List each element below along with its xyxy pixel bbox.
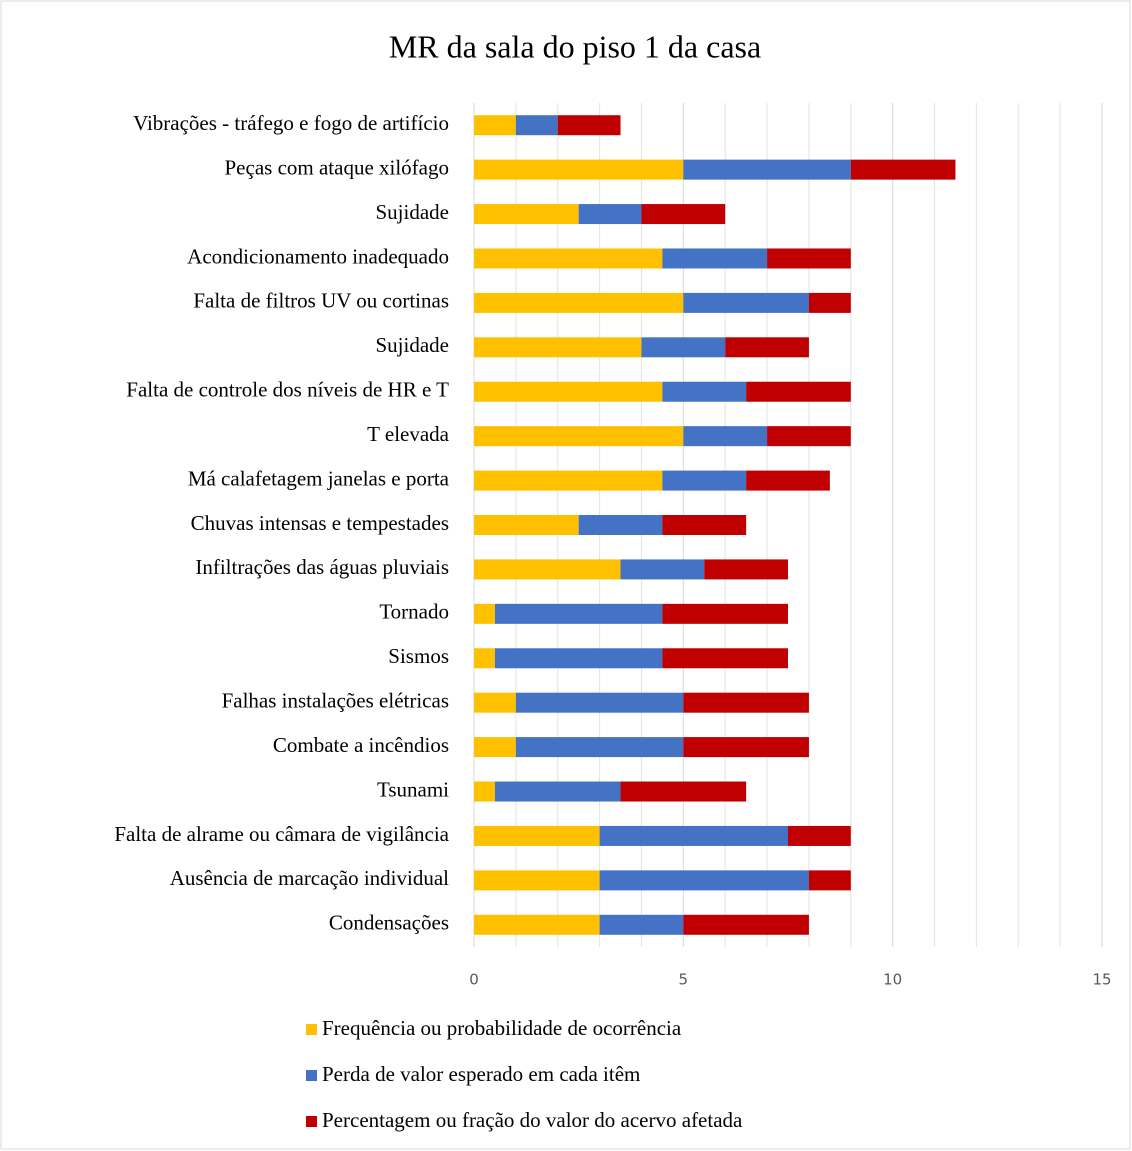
y-tick-label: Combate a incêndios <box>273 733 449 757</box>
bar-segment <box>599 870 809 891</box>
bar-segment <box>620 559 705 580</box>
legend-label: Percentagem ou fração do valor do acervo… <box>322 1108 743 1132</box>
bar-segment <box>474 603 495 624</box>
y-tick-label: Sismos <box>388 644 449 668</box>
y-tick-label: Peças com ataque xilófago <box>225 155 450 179</box>
bar-segment <box>474 781 495 802</box>
y-tick-label: Sujidade <box>376 200 450 224</box>
legend-swatch <box>306 1116 317 1127</box>
legend-label: Frequência ou probabilidade de ocorrênci… <box>322 1016 682 1040</box>
x-tick-label: 15 <box>1092 971 1111 989</box>
bar-segment <box>662 515 747 535</box>
bar-segment <box>474 248 663 269</box>
bar-segment <box>474 337 642 358</box>
bar-segment <box>683 692 809 713</box>
bar-segment <box>474 737 516 758</box>
bar-segment <box>474 825 600 846</box>
bar-segment <box>704 559 788 580</box>
bar-segment <box>767 248 851 269</box>
bar-segment <box>494 781 621 802</box>
bar-segment <box>746 381 851 402</box>
bar-segment <box>474 692 516 713</box>
bar-segment <box>474 426 684 447</box>
bar-segment <box>474 515 579 535</box>
bar-segment <box>662 470 747 491</box>
bar-segment <box>808 870 851 891</box>
y-tick-label: Condensações <box>329 911 449 935</box>
bar-segment <box>641 337 726 358</box>
bar-segment <box>662 248 768 269</box>
bar-segment <box>850 159 956 180</box>
y-tick-label: Tsunami <box>377 777 449 801</box>
bar-segment <box>578 204 642 225</box>
bar-segment <box>662 381 747 402</box>
y-tick-label: Falhas instalações elétricas <box>222 688 449 712</box>
y-tick-label: Sujidade <box>376 333 450 357</box>
bar-segment <box>683 426 768 447</box>
bar-segment <box>474 292 684 313</box>
bar-segment <box>494 648 663 669</box>
y-tick-label: Má calafetagem janelas e porta <box>188 466 450 490</box>
bar-segment <box>515 737 684 758</box>
y-tick-label: Tornado <box>379 600 449 624</box>
bar-segment <box>662 603 788 624</box>
x-tick-label: 5 <box>679 971 689 989</box>
bar-segment <box>662 648 788 669</box>
bar-segment <box>474 648 495 669</box>
y-tick-label: Falta de filtros UV ou cortinas <box>193 289 449 313</box>
bar-segment <box>474 115 516 136</box>
bar-segment <box>474 159 684 180</box>
y-tick-label: Falta de alrame ou câmara de vigilância <box>114 822 449 846</box>
bar-segment <box>767 426 851 447</box>
bar-segment <box>515 115 558 136</box>
y-tick-label: Falta de controle dos níveis de HR e T <box>126 378 449 402</box>
bar-segment <box>788 825 851 846</box>
y-tick-label: Acondicionamento inadequado <box>187 244 449 268</box>
bar-segment <box>494 603 663 624</box>
bar-segment <box>578 515 663 535</box>
bar-segment <box>474 870 600 891</box>
bar-segment <box>474 559 621 580</box>
bar-segment <box>620 781 747 802</box>
legend-label: Perda de valor esperado em cada itêm <box>322 1062 640 1086</box>
y-tick-label: Ausência de marcação individual <box>170 866 449 890</box>
bar-segment <box>683 159 851 180</box>
bar-segment <box>557 115 621 136</box>
bar-segment <box>474 381 663 402</box>
y-tick-label: T elevada <box>367 422 449 446</box>
bar-segment <box>683 914 809 935</box>
bar-segment <box>474 914 600 935</box>
legend-swatch <box>306 1070 317 1081</box>
bar-segment <box>599 825 788 846</box>
bar-segment <box>474 470 663 491</box>
bar-segment <box>683 292 809 313</box>
bar-segment <box>599 914 684 935</box>
bar-segment <box>725 337 809 358</box>
chart-title: MR da sala do piso 1 da casa <box>389 28 761 64</box>
y-tick-label: Chuvas intensas e tempestades <box>191 511 449 535</box>
y-tick-label: Infiltrações das águas pluviais <box>195 555 449 579</box>
bar-segment <box>683 737 809 758</box>
bar-segment <box>515 692 684 713</box>
y-tick-label: Vibrações - tráfego e fogo de artifício <box>133 111 449 135</box>
bar-segment <box>746 470 830 491</box>
bar-segment <box>808 292 851 313</box>
legend-swatch <box>306 1024 317 1035</box>
x-tick-label: 0 <box>469 971 479 989</box>
x-tick-label: 10 <box>883 971 902 989</box>
bar-segment <box>641 204 726 225</box>
bar-segment <box>474 204 579 225</box>
